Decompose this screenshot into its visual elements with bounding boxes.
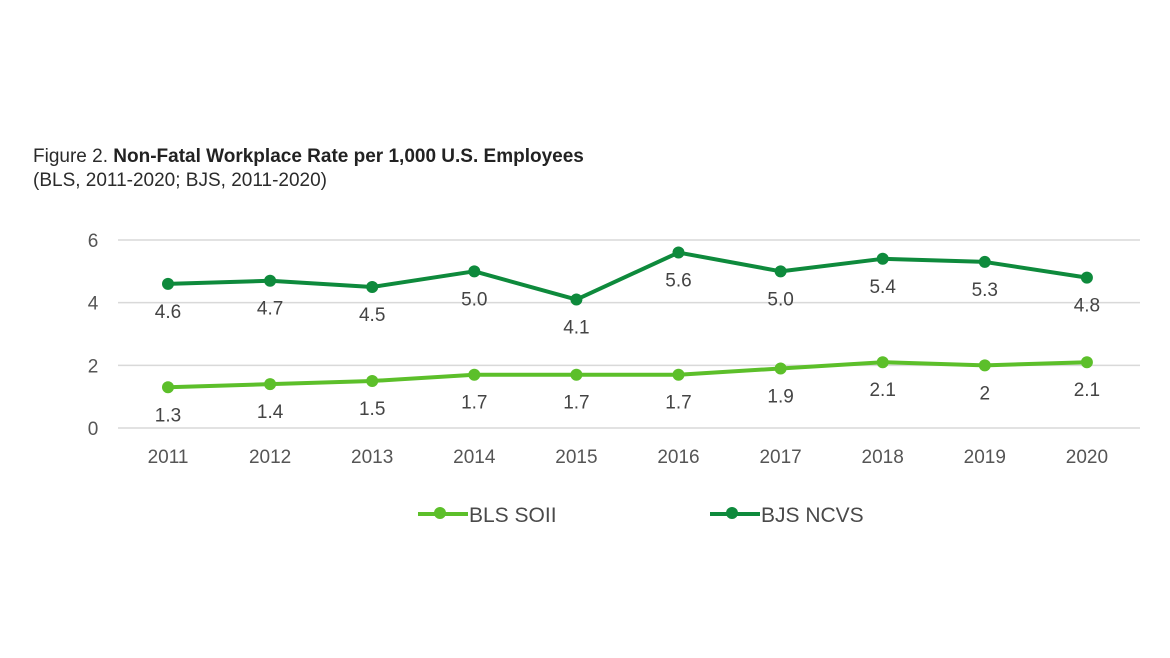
data-label: 5.4 [869, 277, 896, 298]
x-axis-ticks: 2011 2012 2013 2014 2015 2016 2017 2018 2019 2020 [148, 447, 1108, 468]
data-point [1080, 271, 1093, 284]
data-point [366, 375, 379, 387]
data-label: 1.9 [767, 386, 793, 407]
series-line [167, 360, 1087, 390]
data-label: 5.0 [767, 289, 793, 310]
data-label: 1.3 [155, 405, 181, 426]
figure-title-line: Figure 2. Non-Fatal Workplace Rate per 1… [33, 145, 584, 169]
data-point [570, 293, 583, 306]
series-line [167, 250, 1088, 302]
legend-marker-icon [434, 507, 446, 519]
x-tick-label: 2011 [148, 447, 189, 468]
x-tick-label: 2019 [964, 447, 1006, 468]
data-point [672, 368, 685, 381]
series-bls-soii: 1.3 1.4 1.5 1.7 1.7 1.7 1.9 2.1 2 2.1 [155, 356, 1100, 426]
data-point [468, 368, 481, 381]
data-label: 5.6 [665, 271, 691, 292]
data-label: 1.7 [665, 393, 691, 414]
data-label: 4.6 [155, 302, 181, 323]
data-label: 1.7 [563, 393, 589, 414]
data-label: 2 [980, 383, 991, 404]
data-point [468, 265, 481, 278]
x-tick-label: 2020 [1066, 447, 1108, 468]
data-point [570, 368, 583, 381]
data-point [978, 359, 991, 372]
data-point [162, 381, 174, 394]
x-tick-label: 2012 [249, 447, 291, 468]
data-point [978, 255, 991, 268]
data-point [264, 274, 277, 287]
data-label: 1.7 [461, 393, 487, 414]
legend-marker-icon [726, 507, 738, 519]
data-label: 5.3 [972, 280, 998, 301]
data-label: 1.5 [359, 399, 385, 420]
y-axis-ticks: 0 2 4 6 [88, 231, 99, 440]
legend-label: BLS SOII [469, 504, 557, 527]
data-label: 2.1 [1074, 380, 1100, 401]
data-label: 4.7 [257, 299, 283, 320]
data-point [774, 265, 787, 278]
data-point [774, 362, 787, 375]
x-tick-label: 2015 [555, 447, 597, 468]
figure-prefix: Figure 2. [33, 146, 114, 167]
y-tick-label: 2 [88, 356, 99, 377]
legend-item: BLS SOII [418, 504, 557, 527]
figure-subtitle: (BLS, 2011-2020; BJS, 2011-2020) [33, 170, 327, 191]
data-label: 2.1 [869, 380, 895, 401]
data-point [162, 277, 174, 290]
series-layer: 1.3 1.4 1.5 1.7 1.7 1.7 1.9 2.1 2 2.1 4.6 4.7 4.5 5.0… [155, 246, 1100, 426]
data-label: 5.0 [461, 289, 487, 310]
figure-caption: Figure 2. Non-Fatal Workplace Rate per 1… [33, 145, 584, 193]
x-tick-label: 2017 [759, 447, 801, 468]
legend-label: BJS NCVS [761, 504, 864, 527]
data-label: 4.1 [563, 318, 589, 339]
legend: BLS SOII BJS NCVS [418, 504, 864, 527]
data-point [1080, 356, 1093, 369]
data-point [876, 356, 889, 369]
series-bjs-ncvs: 4.6 4.7 4.5 5.0 4.1 5.6 5.0 5.4 5.3 4.8 [155, 246, 1100, 339]
x-tick-label: 2014 [453, 447, 496, 468]
legend-item: BJS NCVS [710, 504, 864, 527]
figure-title: Non-Fatal Workplace Rate per 1,000 U.S. … [113, 146, 584, 167]
data-point [876, 252, 889, 265]
y-tick-label: 4 [88, 294, 99, 315]
data-point [264, 378, 277, 391]
x-tick-label: 2018 [862, 447, 904, 468]
x-tick-label: 2013 [351, 447, 393, 468]
x-tick-label: 2016 [657, 447, 699, 468]
data-label: 4.5 [359, 305, 385, 326]
data-point [672, 246, 685, 259]
y-tick-label: 6 [88, 231, 99, 252]
data-point [366, 281, 379, 293]
data-label: 4.8 [1074, 296, 1100, 317]
data-label: 1.4 [257, 402, 284, 423]
y-tick-label: 0 [88, 419, 99, 440]
